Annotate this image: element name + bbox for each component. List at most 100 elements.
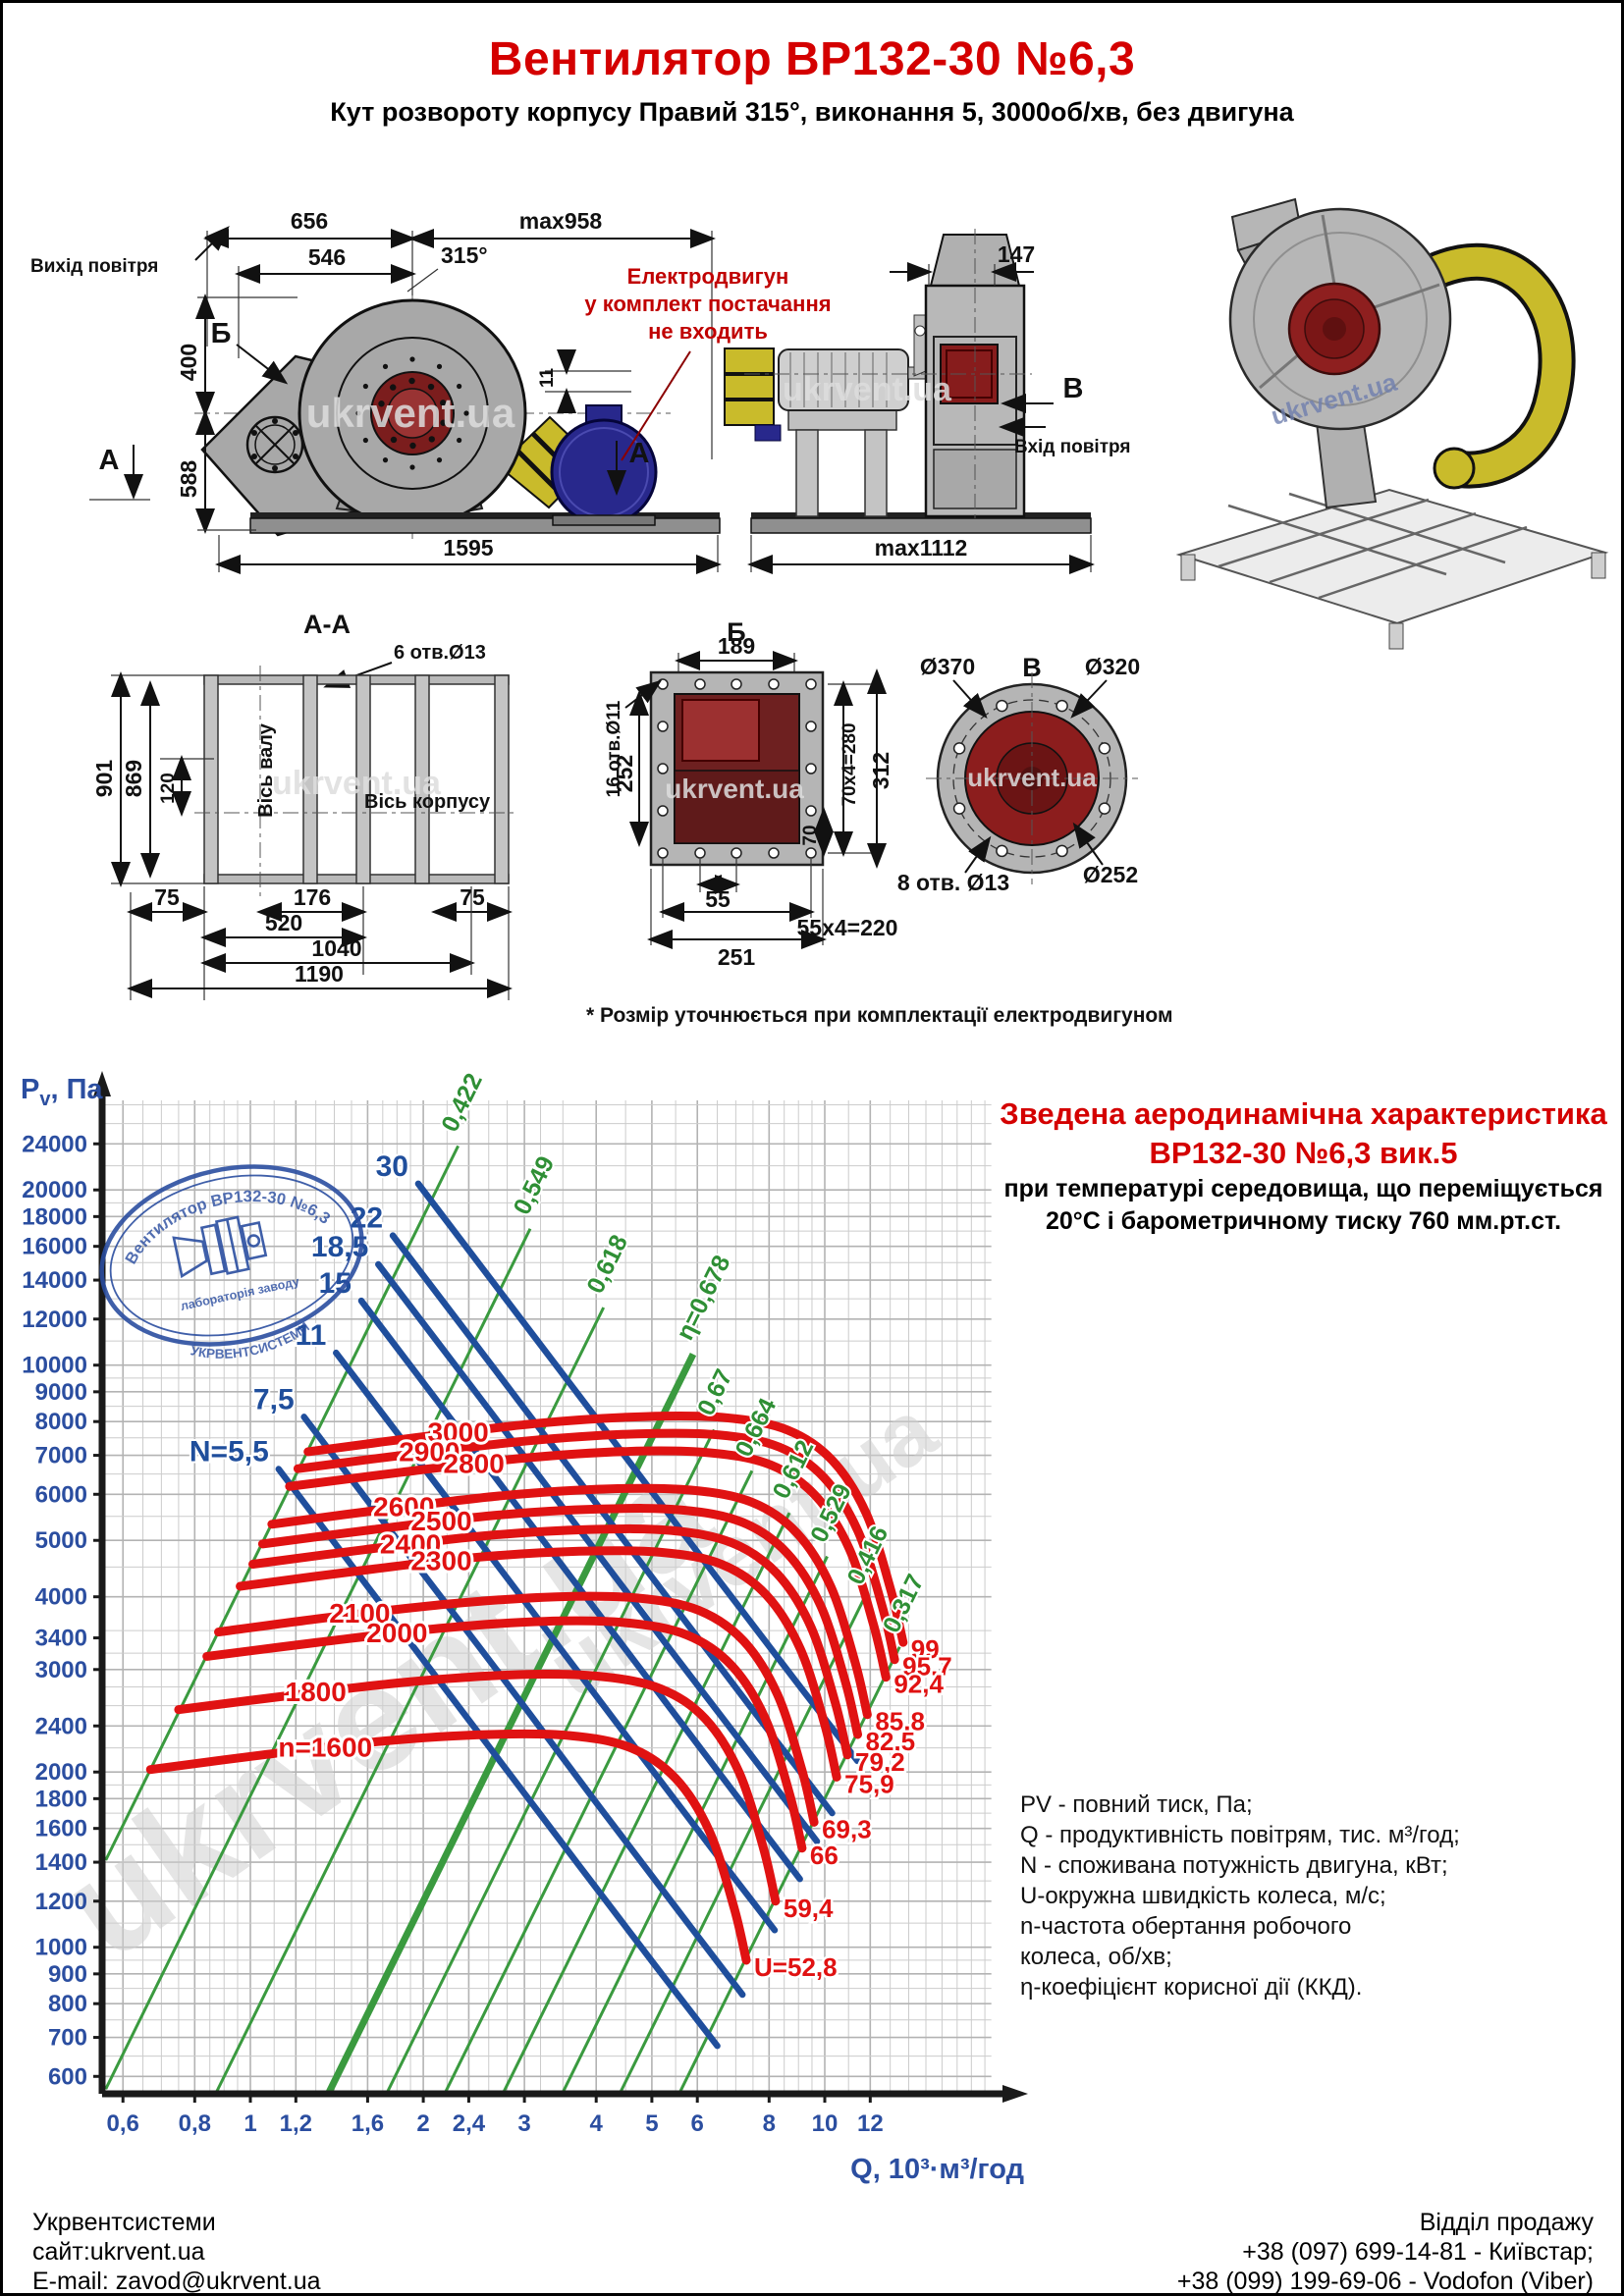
watermark-front: ukrvent.ua	[306, 390, 515, 436]
y-tick-label: 1000	[35, 1935, 87, 1961]
footer-email[interactable]: E-mail: zavod@ukrvent.ua	[32, 2268, 321, 2295]
dim-869: 869	[121, 760, 146, 797]
y-tick-label: 16000	[22, 1234, 87, 1260]
dim-520: 520	[265, 910, 302, 935]
motor-size-note: * Розмір уточнюється при комплектації ел…	[586, 1004, 1173, 1027]
x-tick-label: 5	[645, 2110, 658, 2137]
y-tick-label: 1800	[35, 1786, 87, 1812]
legend-line: n-частота обертання робочого	[1020, 1913, 1352, 1940]
dim-70: 70	[800, 825, 821, 845]
watermark-v: ukrvent.ua	[967, 763, 1097, 792]
y-tick-label: 1400	[35, 1849, 87, 1876]
speed-curve-label: 1800	[286, 1677, 347, 1707]
dim-252v: Ø252	[1083, 862, 1138, 887]
y-tick-label: 600	[48, 2063, 87, 2090]
x-tick-label: 1,6	[352, 2110, 384, 2137]
marker-a-right: А	[629, 438, 650, 469]
y-tick-label: 2400	[35, 1713, 87, 1739]
dim-176: 176	[294, 884, 331, 910]
y-tick-label: 4000	[35, 1584, 87, 1611]
y-tick-label: 900	[48, 1961, 87, 1988]
efficiency-label: 0,422	[434, 1067, 490, 1138]
speed-u-label: 95,7	[902, 1652, 952, 1682]
dim-656: 656	[291, 208, 328, 234]
dim-1190: 1190	[295, 961, 344, 987]
air-in-label: Вхід повітря	[1014, 437, 1130, 457]
dim-70x4: 70x4=280	[839, 722, 860, 806]
watermark-aa: ukrvent.ua	[272, 765, 442, 802]
y-tick-label: 2000	[35, 1759, 87, 1786]
marker-b: Б	[211, 318, 232, 349]
efficiency-line	[104, 1145, 460, 1861]
legend-line: N - споживана потужність двигуна, кВт;	[1020, 1852, 1448, 1879]
y-tick-label: 24000	[22, 1131, 87, 1157]
x-tick-label: 1,2	[280, 2110, 312, 2137]
speed-curve-label: 3000	[427, 1417, 488, 1448]
front-view: ukrvent.ua 656 max958 546 315° Вихід пов…	[30, 208, 832, 574]
footer-phone1: +38 (097) 699-14-81 - Київстар;	[1242, 2238, 1594, 2266]
watermark-side: ukrvent.ua	[783, 371, 952, 408]
legend-line: PV - повний тиск, Па;	[1020, 1791, 1253, 1818]
speed-curve-label: 2000	[366, 1618, 427, 1648]
chart-axes: 2400020000180001600014000120001000090008…	[22, 1071, 1028, 2137]
y-tick-label: 5000	[35, 1527, 87, 1554]
footer-phone2: +38 (099) 199-69-06 - Vodofon (Viber)	[1176, 2268, 1594, 2295]
y-tick-label: 10000	[22, 1353, 87, 1379]
efficiency-line	[325, 1353, 697, 2095]
dim-1595: 1595	[443, 535, 493, 561]
footer-site[interactable]: сайт:ukrvent.ua	[32, 2238, 205, 2266]
y-tick-label: 12000	[22, 1307, 87, 1333]
speed-curve	[267, 1483, 872, 1720]
page-subtitle: Кут розвороту корпусу Правий 315°, викон…	[330, 97, 1294, 127]
chart-title-line2: ВР132-30 №6,3 вик.5	[1149, 1136, 1458, 1170]
dim-1040: 1040	[311, 935, 361, 961]
air-out-label: Вихід повітря	[30, 256, 158, 277]
power-curve-label: N=5,5	[189, 1436, 269, 1468]
section-aa: А-А 6 отв.Ø13 Вісь валу Вісь корпусу ukr…	[91, 610, 518, 1000]
dim-251: 251	[718, 944, 756, 970]
speed-curve	[257, 1504, 863, 1739]
y-tick-label: 3400	[35, 1626, 87, 1652]
power-curve-label: 30	[376, 1150, 408, 1183]
marker-a-left: А	[99, 445, 120, 476]
motor-note-1: Електродвигун	[627, 264, 789, 289]
y-tick-label: 3000	[35, 1657, 87, 1683]
y-axis-title: Pv, Па	[21, 1074, 103, 1110]
watermark-b: ukrvent.ua	[665, 774, 804, 804]
chart-title-block: Зведена аеродинамічна характеристика ВР1…	[987, 1095, 1620, 1238]
legend-line: Q - продуктивність повітрям, тис. м³/год…	[1020, 1822, 1460, 1848]
y-tick-label: 1600	[35, 1816, 87, 1842]
speed-curve	[285, 1446, 891, 1682]
speed-curve-label: 2400	[380, 1528, 441, 1559]
chart-title-line1: Зведена аеродинамічна характеристика	[1000, 1096, 1607, 1131]
dim-75r: 75	[460, 884, 485, 910]
speed-u-label: U=52,8	[754, 1952, 838, 1982]
svg-text:η=0,678: η=0,678	[671, 1251, 735, 1344]
chart-subtitle-line2: 20°С і барометричному тиску 760 мм.рт.ст…	[1045, 1207, 1562, 1235]
motor-note-2: у комплект постачання	[584, 292, 831, 316]
x-tick-label: 0,6	[107, 2110, 139, 2137]
x-tick-label: 8	[763, 2110, 776, 2137]
dim-312: 312	[868, 752, 893, 789]
speed-curve-label: 2100	[329, 1598, 390, 1629]
dim-546: 546	[308, 244, 346, 270]
dim-max958: max958	[519, 208, 603, 234]
dim-315deg: 315°	[441, 242, 488, 268]
y-tick-label: 700	[48, 2025, 87, 2052]
dim-588: 588	[176, 460, 201, 499]
x-tick-label: 2	[416, 2110, 429, 2137]
dim-55: 55	[705, 886, 731, 912]
dim-320: Ø320	[1085, 654, 1140, 679]
y-tick-label: 1200	[35, 1889, 87, 1915]
y-tick-label: 8000	[35, 1409, 87, 1435]
x-tick-label: 10	[812, 2110, 839, 2137]
footer-right: Відділ продажу +38 (097) 699-14-81 - Киї…	[1176, 2208, 1594, 2295]
speed-curve	[236, 1546, 841, 1782]
speed-curve	[174, 1670, 781, 1906]
dim-55x4: 55x4=220	[797, 915, 898, 940]
x-tick-label: 1	[244, 2110, 256, 2137]
footer-left: Укрвентсистеми сайт:ukrvent.ua E-mail: z…	[32, 2208, 321, 2295]
y-tick-label: 20000	[22, 1177, 87, 1203]
